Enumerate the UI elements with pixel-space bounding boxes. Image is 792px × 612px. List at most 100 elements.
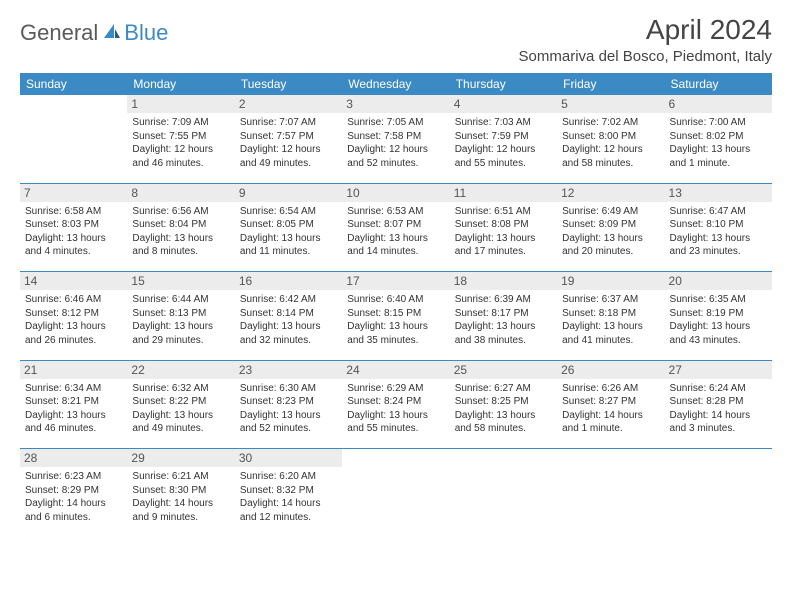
day-details: Sunrise: 6:49 AMSunset: 8:09 PMDaylight:…	[562, 205, 659, 259]
sunset-text: Sunset: 8:32 PM	[240, 484, 337, 498]
daylight-text: Daylight: 13 hours	[670, 143, 767, 157]
daylight-text: Daylight: 14 hours	[562, 409, 659, 423]
daylight-text: Daylight: 13 hours	[670, 320, 767, 334]
day-number: 25	[450, 361, 557, 379]
daylight-text: and 9 minutes.	[132, 511, 229, 525]
daylight-text: and 17 minutes.	[455, 245, 552, 259]
sunset-text: Sunset: 8:18 PM	[562, 307, 659, 321]
sunrise-text: Sunrise: 6:39 AM	[455, 293, 552, 307]
day-number: 6	[665, 95, 772, 113]
calendar-cell: 14Sunrise: 6:46 AMSunset: 8:12 PMDayligh…	[20, 272, 127, 360]
daylight-text: and 43 minutes.	[670, 334, 767, 348]
daylight-text: Daylight: 12 hours	[132, 143, 229, 157]
sunset-text: Sunset: 8:05 PM	[240, 218, 337, 232]
daylight-text: and 55 minutes.	[347, 422, 444, 436]
calendar-cell	[665, 449, 772, 537]
calendar-cell: 15Sunrise: 6:44 AMSunset: 8:13 PMDayligh…	[127, 272, 234, 360]
daylight-text: and 35 minutes.	[347, 334, 444, 348]
calendar-week: 7Sunrise: 6:58 AMSunset: 8:03 PMDaylight…	[20, 184, 772, 272]
weekday-header: Tuesday	[235, 73, 342, 95]
sunset-text: Sunset: 7:59 PM	[455, 130, 552, 144]
day-number: 4	[450, 95, 557, 113]
calendar-cell: 30Sunrise: 6:20 AMSunset: 8:32 PMDayligh…	[235, 449, 342, 537]
calendar-cell: 6Sunrise: 7:00 AMSunset: 8:02 PMDaylight…	[665, 95, 772, 183]
weekday-header: Thursday	[450, 73, 557, 95]
day-number: 5	[557, 95, 664, 113]
day-details: Sunrise: 7:07 AMSunset: 7:57 PMDaylight:…	[240, 116, 337, 170]
day-details: Sunrise: 6:53 AMSunset: 8:07 PMDaylight:…	[347, 205, 444, 259]
day-number: 18	[450, 272, 557, 290]
sunset-text: Sunset: 8:14 PM	[240, 307, 337, 321]
sunrise-text: Sunrise: 6:37 AM	[562, 293, 659, 307]
sunrise-text: Sunrise: 7:07 AM	[240, 116, 337, 130]
daylight-text: and 6 minutes.	[25, 511, 122, 525]
sunrise-text: Sunrise: 6:46 AM	[25, 293, 122, 307]
sunrise-text: Sunrise: 6:58 AM	[25, 205, 122, 219]
weekday-header: Wednesday	[342, 73, 449, 95]
sunset-text: Sunset: 8:15 PM	[347, 307, 444, 321]
sunset-text: Sunset: 8:27 PM	[562, 395, 659, 409]
sunrise-text: Sunrise: 6:34 AM	[25, 382, 122, 396]
daylight-text: and 46 minutes.	[25, 422, 122, 436]
calendar-cell: 13Sunrise: 6:47 AMSunset: 8:10 PMDayligh…	[665, 184, 772, 272]
sunrise-text: Sunrise: 6:51 AM	[455, 205, 552, 219]
daylight-text: and 4 minutes.	[25, 245, 122, 259]
day-details: Sunrise: 6:42 AMSunset: 8:14 PMDaylight:…	[240, 293, 337, 347]
calendar-cell: 12Sunrise: 6:49 AMSunset: 8:09 PMDayligh…	[557, 184, 664, 272]
day-number: 28	[20, 449, 127, 467]
sunset-text: Sunset: 7:58 PM	[347, 130, 444, 144]
day-number: 22	[127, 361, 234, 379]
day-number: 26	[557, 361, 664, 379]
weekday-header: Sunday	[20, 73, 127, 95]
sunset-text: Sunset: 8:08 PM	[455, 218, 552, 232]
sunrise-text: Sunrise: 7:09 AM	[132, 116, 229, 130]
sunset-text: Sunset: 8:17 PM	[455, 307, 552, 321]
sunset-text: Sunset: 8:03 PM	[25, 218, 122, 232]
day-details: Sunrise: 6:29 AMSunset: 8:24 PMDaylight:…	[347, 382, 444, 436]
day-number: 11	[450, 184, 557, 202]
calendar-week: 1Sunrise: 7:09 AMSunset: 7:55 PMDaylight…	[20, 95, 772, 183]
daylight-text: and 55 minutes.	[455, 157, 552, 171]
daylight-text: Daylight: 12 hours	[455, 143, 552, 157]
calendar-cell: 27Sunrise: 6:24 AMSunset: 8:28 PMDayligh…	[665, 361, 772, 449]
daylight-text: Daylight: 13 hours	[455, 232, 552, 246]
day-number: 21	[20, 361, 127, 379]
day-details: Sunrise: 6:37 AMSunset: 8:18 PMDaylight:…	[562, 293, 659, 347]
day-number: 23	[235, 361, 342, 379]
daylight-text: Daylight: 12 hours	[562, 143, 659, 157]
sunrise-text: Sunrise: 6:32 AM	[132, 382, 229, 396]
day-details: Sunrise: 7:09 AMSunset: 7:55 PMDaylight:…	[132, 116, 229, 170]
day-details: Sunrise: 6:39 AMSunset: 8:17 PMDaylight:…	[455, 293, 552, 347]
daylight-text: Daylight: 13 hours	[670, 232, 767, 246]
calendar-cell: 24Sunrise: 6:29 AMSunset: 8:24 PMDayligh…	[342, 361, 449, 449]
day-details: Sunrise: 6:51 AMSunset: 8:08 PMDaylight:…	[455, 205, 552, 259]
calendar-cell: 8Sunrise: 6:56 AMSunset: 8:04 PMDaylight…	[127, 184, 234, 272]
sunset-text: Sunset: 8:19 PM	[670, 307, 767, 321]
daylight-text: and 29 minutes.	[132, 334, 229, 348]
day-details: Sunrise: 6:58 AMSunset: 8:03 PMDaylight:…	[25, 205, 122, 259]
day-number: 30	[235, 449, 342, 467]
day-details: Sunrise: 6:47 AMSunset: 8:10 PMDaylight:…	[670, 205, 767, 259]
calendar-cell	[342, 449, 449, 537]
daylight-text: Daylight: 14 hours	[670, 409, 767, 423]
daylight-text: and 12 minutes.	[240, 511, 337, 525]
sunset-text: Sunset: 8:29 PM	[25, 484, 122, 498]
sunrise-text: Sunrise: 6:21 AM	[132, 470, 229, 484]
day-number: 3	[342, 95, 449, 113]
weekday-header: Saturday	[665, 73, 772, 95]
daylight-text: Daylight: 13 hours	[240, 320, 337, 334]
sunrise-text: Sunrise: 6:53 AM	[347, 205, 444, 219]
day-details: Sunrise: 6:26 AMSunset: 8:27 PMDaylight:…	[562, 382, 659, 436]
calendar-cell: 1Sunrise: 7:09 AMSunset: 7:55 PMDaylight…	[127, 95, 234, 183]
sunrise-text: Sunrise: 6:44 AM	[132, 293, 229, 307]
calendar-cell: 4Sunrise: 7:03 AMSunset: 7:59 PMDaylight…	[450, 95, 557, 183]
sunrise-text: Sunrise: 6:35 AM	[670, 293, 767, 307]
calendar-cell	[450, 449, 557, 537]
daylight-text: Daylight: 13 hours	[25, 409, 122, 423]
sunrise-text: Sunrise: 6:47 AM	[670, 205, 767, 219]
header: General Blue April 2024 Sommariva del Bo…	[20, 14, 772, 65]
sunrise-text: Sunrise: 6:49 AM	[562, 205, 659, 219]
calendar-cell: 20Sunrise: 6:35 AMSunset: 8:19 PMDayligh…	[665, 272, 772, 360]
daylight-text: and 46 minutes.	[132, 157, 229, 171]
daylight-text: Daylight: 13 hours	[132, 409, 229, 423]
